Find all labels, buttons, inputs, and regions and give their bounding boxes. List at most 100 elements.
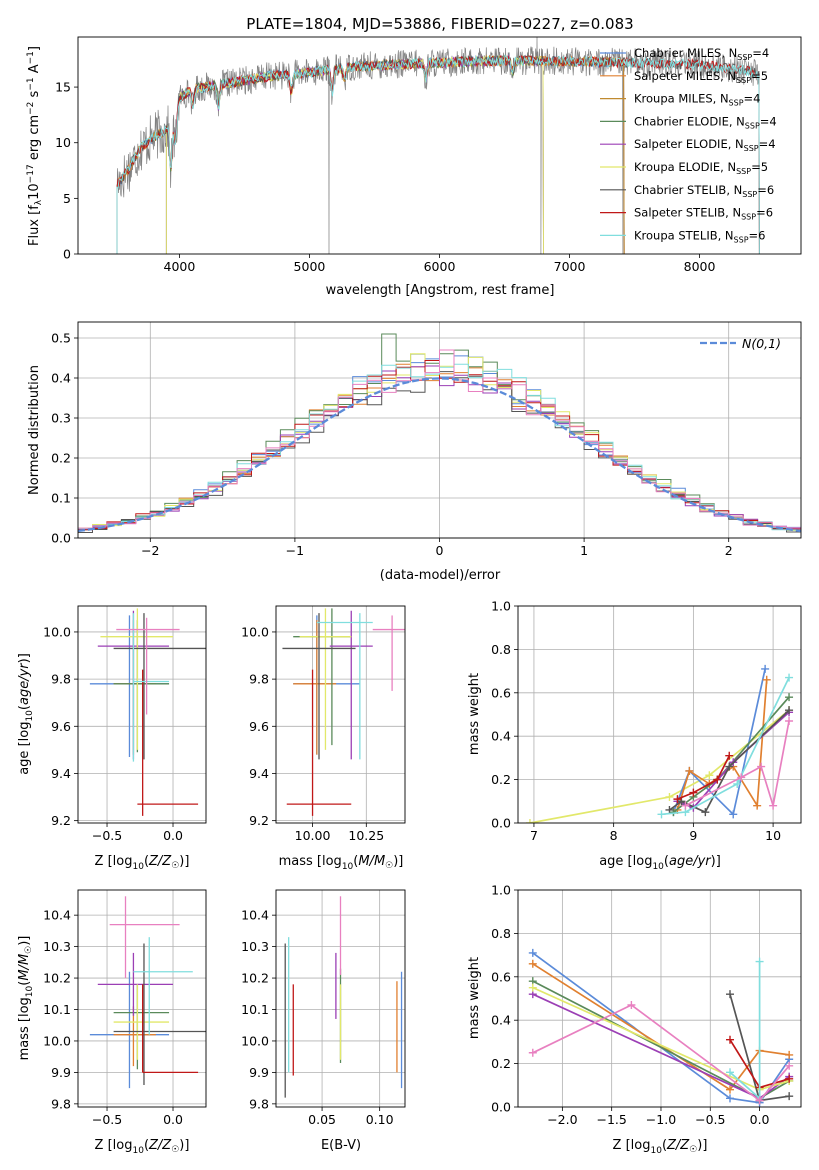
axis-label-part: )] xyxy=(17,936,32,946)
axis-label-part: age/yr xyxy=(17,662,32,705)
axis-label: Normed distribution xyxy=(27,365,42,495)
y-tick-label: 9.8 xyxy=(249,672,269,687)
axis-label: Z [log10(Z/Z☉)] xyxy=(95,1138,190,1156)
weight-point-marker xyxy=(713,775,722,784)
axis-label-part: Z [log xyxy=(95,1138,133,1153)
weight-series-line xyxy=(529,709,790,823)
model-spectrum-line xyxy=(116,54,625,254)
x-tick-label: 7000 xyxy=(554,259,586,274)
legend-text: Chabrier ELODIE, N xyxy=(634,114,745,128)
axis-label: Z [log10(Z/Z☉)] xyxy=(95,854,190,872)
errorbar-marks xyxy=(89,896,206,1089)
x-tick-label: 9 xyxy=(689,828,697,843)
legend-text: =4 xyxy=(760,114,777,128)
axis-label-part: −1 xyxy=(26,77,36,90)
weight-point-marker xyxy=(785,673,794,682)
legend-entry: Kroupa STELIB, NSSP=6 xyxy=(634,228,765,244)
axis-label: age [log10(age/yr)] xyxy=(17,653,35,775)
axis-label-part: age [log xyxy=(17,722,32,775)
axis-label: wavelength [Angstrom, rest frame] xyxy=(326,283,555,298)
axis-label-part: s xyxy=(27,90,42,101)
x-tick-label: 10 xyxy=(765,828,781,843)
axis-label-part: λ xyxy=(34,199,44,205)
axis-label: age [log10(age/yr)] xyxy=(599,854,721,872)
weight-point-marker xyxy=(528,948,537,957)
weight-point-marker xyxy=(785,717,794,726)
figure-title: PLATE=1804, MJD=53886, FIBERID=0227, z=0… xyxy=(246,15,633,33)
weight-point-marker xyxy=(705,771,714,780)
y-tick-label: 9.2 xyxy=(249,813,269,828)
weight-point-marker xyxy=(785,693,794,702)
y-tick-label: 9.2 xyxy=(51,813,71,828)
y-tick-label: 0.2 xyxy=(51,451,71,466)
legend-text: Salpeter STELIB, N xyxy=(634,206,741,220)
weight-point-marker xyxy=(528,959,537,968)
weight-point-marker xyxy=(729,810,738,819)
weight-point-marker xyxy=(528,1048,537,1057)
weight-point-marker xyxy=(785,1074,794,1083)
axis-label: mass [log10(M/M☉)] xyxy=(279,854,404,872)
y-tick-label: 0.0 xyxy=(491,1100,511,1115)
axis-label-part: erg cm xyxy=(27,115,42,164)
legend-text: =5 xyxy=(751,69,768,83)
weight-point-marker xyxy=(785,1061,794,1070)
legend-subscript: SSP xyxy=(737,53,752,62)
legend-text: =4 xyxy=(744,92,761,106)
y-tick-label: 9.8 xyxy=(249,1096,269,1111)
model-spectrum-line xyxy=(116,54,625,254)
axis-label-part: 10 xyxy=(132,1146,144,1156)
weight-point-marker xyxy=(726,1085,735,1094)
y-tick-label: 10.0 xyxy=(241,1033,269,1048)
weight-point-marker xyxy=(685,766,694,775)
y-tick-label: 0.6 xyxy=(491,685,511,700)
axis-label-part: A xyxy=(27,64,42,77)
axes-frame xyxy=(275,889,406,1108)
x-tick-label: 8 xyxy=(610,828,618,843)
mass-age-errorbar-plot: 10.00 10.25 9.2 9.4 9.6 9.8 10.0 mass [log10(M/… xyxy=(241,605,406,872)
histogram-steps xyxy=(78,333,801,535)
y-tick-label: 9.8 xyxy=(51,1096,71,1111)
x-tick-label: −1.5 xyxy=(596,1112,626,1127)
y-tick-label: 10.0 xyxy=(43,1033,71,1048)
x-tick-label: 2 xyxy=(725,543,733,558)
legend-subscript: SSP xyxy=(734,235,749,244)
y-tick-label: 0.8 xyxy=(491,642,511,657)
errorbar-marks xyxy=(284,896,403,1098)
weight-point-marker xyxy=(755,957,764,966)
legend-subscript: SSP xyxy=(741,213,756,222)
metallicity-age-errorbar-plot: −0.5 0.09.29.49.69.810.0Z [log10(Z/Z☉)]ag… xyxy=(17,605,207,872)
weight-series-line xyxy=(677,755,731,800)
weight-point-marker xyxy=(726,990,735,999)
axes-frame xyxy=(517,889,802,1108)
axis-label-part: )] xyxy=(711,854,721,869)
axes-frame xyxy=(77,889,207,1108)
weight-point-marker xyxy=(665,792,674,801)
y-tick-label: 10.4 xyxy=(241,908,269,923)
axis-label-part: ( xyxy=(353,854,358,869)
weight-point-marker xyxy=(673,795,682,804)
axis-label-part: 10 xyxy=(652,862,664,872)
legend-subscript: SSP xyxy=(742,190,757,199)
weight-point-marker xyxy=(665,805,674,814)
axis-label-part: −2 xyxy=(26,102,36,115)
y-tick-label: 9.6 xyxy=(51,719,71,734)
y-tick-label: 10.0 xyxy=(43,624,71,639)
x-tick-label: −2.0 xyxy=(547,1112,577,1127)
x-tick-label: 4000 xyxy=(164,259,196,274)
axis-label: mass weight xyxy=(467,673,482,755)
metallicity-mass-errorbar-plot: −0.5 0.09.89.910.010.110.210.310.4Z [log1… xyxy=(17,889,207,1156)
legend-text: Kroupa STELIB, N xyxy=(634,228,734,242)
weight-point-marker xyxy=(726,1035,735,1044)
legend-text: =6 xyxy=(756,206,773,220)
weight-point-marker xyxy=(725,762,734,771)
y-tick-label: 9.4 xyxy=(51,766,71,781)
weight-series-line xyxy=(532,963,790,1091)
axis-label-part: ( xyxy=(144,854,149,869)
y-tick-label: 0 xyxy=(63,247,71,262)
weight-point-marker xyxy=(733,779,742,788)
axis-label-part: ☉ xyxy=(24,946,34,954)
x-tick-label: 10.00 xyxy=(295,828,331,843)
legend-text: =4 xyxy=(752,46,769,60)
legend-subscript: SSP xyxy=(736,167,751,176)
